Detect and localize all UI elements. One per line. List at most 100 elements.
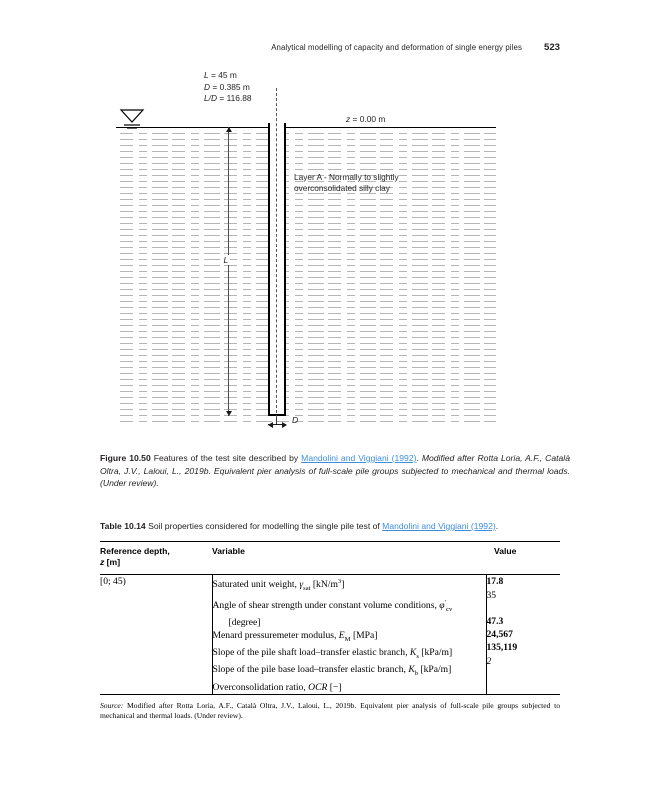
table-title: Table 10.14 Soil properties considered f… [100, 520, 560, 533]
variable-unit-2: [MPa] [350, 630, 378, 642]
column-header-depth-symbol: z [100, 557, 105, 567]
value-menard-modulus: 47.3 [486, 616, 504, 628]
running-head: Analytical modelling of capacity and def… [100, 42, 560, 53]
pile-shaft [268, 123, 286, 416]
variable-row-ocr: Overconsolidation ratio, OCR [−] [213, 681, 486, 694]
table-source-label: Source: [100, 700, 124, 710]
running-head-title: Analytical modelling of capacity and def… [271, 43, 522, 52]
pile-diameter-label: D [292, 415, 299, 425]
pile-length-dimension-line [225, 127, 232, 416]
table-header-row: Reference depth, z [m] Variable Value [100, 540, 560, 576]
table-title-label: Table 10.14 [100, 521, 146, 531]
figure-caption-text-before: Features of the test site described by [150, 453, 302, 463]
soil-hatching [116, 128, 496, 426]
variable-label-2: Menard pressuremeter modulus, [212, 630, 339, 642]
table-title-text-after: . [495, 521, 499, 531]
variable-subscript-2: M [344, 636, 351, 644]
variable-continuation-1: [degree] [228, 617, 261, 628]
variable-label-1: Angle of shear strength under constant v… [212, 599, 440, 611]
diameter-arrow-right-icon [281, 421, 287, 428]
table-head: Reference depth, z [m] Variable Value [100, 540, 560, 576]
table-title-citation-link[interactable]: Mandolini and Viggiani (1992) [382, 521, 496, 531]
cell-value-list: 17.8 35 47.3 24,567 135,119 2 [486, 574, 561, 695]
variable-symbol-5: OCR [308, 681, 328, 693]
dimension-slenderness: L/D = 116.88 [204, 93, 252, 105]
soil-properties-table: Reference depth, z [m] Variable Value [0… [100, 540, 561, 695]
table-source-text: Modified after Rotta Loria, A.F., Català… [100, 700, 560, 721]
table-title-text-before: Soil properties considered for modelling… [145, 521, 383, 531]
variable-unit-0: [kN/m [310, 579, 338, 591]
pile-dimension-list: L = 45 m D = 0.385 m L/D = 116.88 [204, 70, 252, 105]
variable-symbol-3: K [409, 647, 417, 659]
pile-tip-tick [276, 416, 277, 425]
variable-row-base-slope: Slope of the pile base load–transfer ela… [213, 663, 486, 680]
figure-caption-label: Figure 10.50 [100, 453, 151, 463]
value-angle-shear-strength: 35 [486, 589, 497, 601]
variable-subscript-0: sat [303, 585, 311, 593]
variable-prime-1: ′ [444, 598, 447, 606]
soil-layer-label-line2: overconsolidated silly clay [294, 183, 390, 193]
cell-reference-depth: [0; 45) [100, 574, 212, 695]
pile-diameter-dimension-line [267, 421, 287, 428]
variable-row-menard-modulus: Menard pressuremeter modulus, EM [MPa] [213, 629, 486, 646]
variable-symbol-2: E [338, 630, 345, 642]
variable-unit-exp-0: 3 [337, 578, 342, 586]
column-header-value: Value [486, 540, 560, 576]
value-shaft-slope: 24,567 [486, 629, 513, 641]
variable-label-5: Overconsolidation ratio, [212, 681, 309, 693]
figure-caption: Figure 10.50 Features of the test site d… [100, 452, 570, 490]
length-arrow-top-icon [225, 127, 232, 132]
column-header-depth-line1: Reference depth, [100, 545, 170, 556]
soil-layer-label-line1: Layer A - Normally to slightly [294, 172, 399, 182]
figure-10-50: L = 45 m D = 0.385 m L/D = 116.88 z = 0.… [100, 70, 570, 440]
value-saturated-unit-weight: 17.8 [486, 576, 504, 588]
dimension-length-value: = 45 m [208, 70, 237, 80]
table-body: [0; 45) Saturated unit weight, γsat [kN/… [100, 574, 561, 695]
dimension-diameter: D = 0.385 m [204, 82, 252, 94]
figure-caption-text-after: . [416, 453, 422, 463]
value-base-slope: 135,119 [486, 642, 518, 654]
soil-layer-label: Layer A - Normally to slightly overconso… [294, 172, 399, 194]
variable-subscript-3: s [416, 653, 419, 661]
depth-origin-symbol: z [346, 114, 351, 124]
variable-unit-3: [kPa/m] [418, 647, 453, 659]
variable-row-saturated-unit-weight: Saturated unit weight, γsat [kN/m3] [213, 575, 486, 595]
pile-centerline [276, 88, 277, 418]
variable-label-4: Slope of the pile base load–transfer ela… [212, 664, 409, 676]
dimension-length-symbol: L [204, 70, 209, 80]
table-10-14-block: Table 10.14 Soil properties considered f… [100, 520, 560, 722]
dimension-slenderness-symbol: L/D [204, 93, 218, 104]
dimension-diameter-symbol: D [204, 81, 211, 92]
variable-label-0: Saturated unit weight, [212, 579, 300, 591]
variable-symbol-1: φ [439, 599, 445, 611]
page-number: 523 [543, 42, 560, 53]
column-header-depth-unit: [m] [104, 557, 121, 567]
column-header-variable: Variable [212, 540, 486, 576]
figure-caption-source: Modified after Rotta Loria, A.F., Català… [100, 453, 570, 489]
dimension-slenderness-value: = 116.88 [217, 93, 252, 104]
variable-subscript-4: b [414, 670, 419, 678]
table-source-note: Source: Modified after Rotta Loria, A.F.… [100, 701, 560, 722]
variable-unit-4: [kPa/m] [418, 664, 452, 676]
diameter-arrow-left-icon [267, 421, 273, 428]
dimension-diameter-value: = 0.385 m [210, 81, 250, 92]
pile-length-label: L [222, 255, 230, 265]
table-row: [0; 45) Saturated unit weight, γsat [kN/… [100, 574, 561, 695]
ground-surface-line [116, 127, 496, 128]
depth-origin-value: = 0.00 m [350, 114, 386, 124]
variable-unit-5: [−] [327, 681, 342, 693]
water-table-icon [119, 109, 145, 129]
value-ocr: 2 [486, 655, 492, 667]
variable-symbol-0: γ [299, 579, 304, 591]
variable-row-angle-shear-strength: Angle of shear strength under constant v… [213, 596, 486, 616]
length-arrow-bottom-icon [225, 411, 232, 416]
dimension-length: L = 45 m [204, 70, 252, 82]
variable-label-3: Slope of the pile shaft load–transfer el… [212, 647, 410, 659]
figure-caption-citation-link[interactable]: Mandolini and Viggiani (1992) [301, 453, 417, 463]
depth-origin-label: z = 0.00 m [346, 114, 385, 124]
value-spacer [487, 602, 561, 615]
variable-symbol-4: K [408, 664, 415, 676]
cell-variable-list: Saturated unit weight, γsat [kN/m3] Angl… [211, 574, 487, 695]
column-header-reference-depth: Reference depth, z [m] [100, 540, 212, 576]
